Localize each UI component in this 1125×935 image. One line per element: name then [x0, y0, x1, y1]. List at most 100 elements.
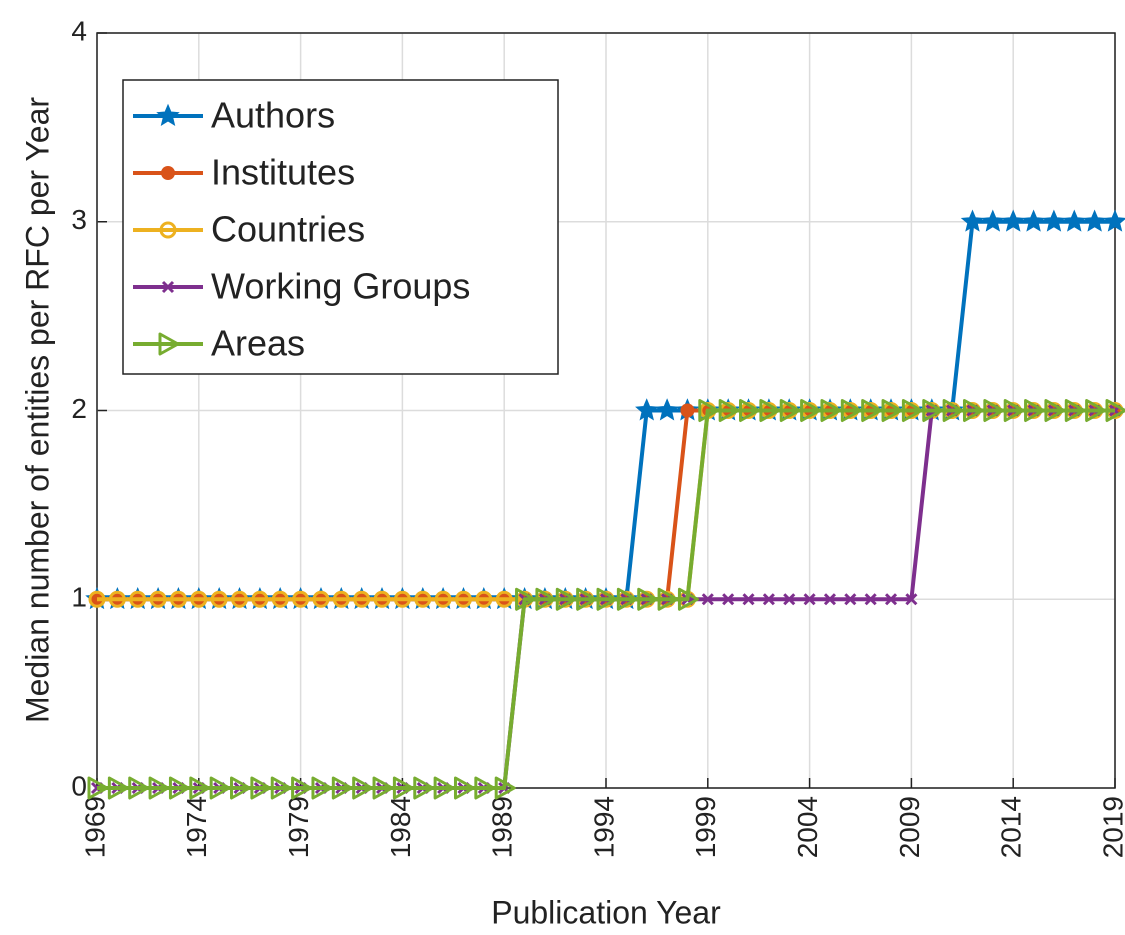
marker — [373, 590, 391, 608]
marker — [864, 593, 877, 606]
marker — [372, 776, 394, 800]
marker — [1024, 399, 1046, 422]
marker — [535, 587, 557, 611]
marker — [820, 399, 842, 422]
x-tick-label: 1979 — [283, 796, 314, 858]
marker — [231, 590, 249, 608]
legend-label: Areas — [211, 323, 305, 364]
marker — [616, 587, 638, 611]
marker — [680, 403, 695, 418]
marker — [189, 776, 211, 800]
marker — [762, 593, 775, 606]
marker — [475, 590, 493, 608]
marker — [905, 593, 918, 606]
marker — [803, 593, 816, 606]
marker — [596, 587, 618, 611]
marker — [1103, 209, 1125, 232]
marker — [739, 399, 761, 422]
marker — [87, 776, 109, 800]
marker — [169, 590, 187, 608]
y-tick-label: 4 — [71, 15, 87, 46]
legend-label: Institutes — [211, 152, 355, 193]
marker — [1105, 399, 1125, 422]
marker — [861, 399, 883, 422]
marker — [576, 587, 598, 611]
y-tick-label: 2 — [71, 393, 87, 424]
legend: Authors Institutes Countries Working Groups… — [122, 79, 559, 375]
legend-label: Authors — [211, 95, 335, 136]
marker — [783, 593, 796, 606]
marker — [494, 776, 516, 800]
x-tick-label: 2009 — [894, 796, 925, 858]
marker — [332, 590, 350, 608]
marker — [742, 593, 755, 606]
marker — [657, 587, 679, 611]
marker — [168, 776, 190, 800]
marker — [1062, 209, 1086, 232]
x-tick-label: 1974 — [181, 796, 212, 858]
marker — [677, 587, 699, 611]
marker — [148, 776, 170, 800]
marker — [495, 590, 513, 608]
marker — [698, 399, 720, 422]
marker — [1003, 399, 1025, 422]
marker — [250, 776, 272, 800]
marker — [88, 590, 106, 608]
marker — [156, 103, 180, 126]
marker — [158, 332, 180, 356]
marker — [292, 590, 310, 608]
marker — [1085, 399, 1107, 422]
marker — [312, 590, 330, 608]
marker — [922, 399, 944, 422]
marker — [635, 398, 659, 421]
marker — [962, 399, 984, 422]
marker — [413, 776, 435, 800]
marker — [515, 587, 537, 611]
marker — [901, 399, 923, 422]
marker — [433, 776, 455, 800]
marker — [942, 399, 964, 422]
marker — [655, 398, 679, 421]
marker — [210, 590, 228, 608]
marker — [190, 590, 208, 608]
marker — [128, 776, 150, 800]
marker — [159, 221, 177, 239]
y-tick-label: 1 — [71, 582, 87, 613]
marker — [353, 590, 371, 608]
x-tick-label: 2014 — [996, 796, 1027, 858]
y-tick-label: 3 — [71, 204, 87, 235]
marker — [960, 209, 985, 232]
marker — [823, 593, 837, 606]
marker — [722, 593, 735, 606]
marker — [779, 399, 801, 422]
x-tick-label: 1969 — [79, 796, 110, 858]
marker — [474, 776, 496, 800]
marker — [270, 776, 292, 800]
marker — [352, 776, 374, 800]
y-axis-label: Median number of entities per RFC per Ye… — [19, 97, 55, 723]
marker — [759, 399, 781, 422]
marker — [701, 593, 714, 606]
marker — [555, 587, 577, 611]
marker — [414, 590, 432, 608]
marker — [800, 399, 822, 422]
x-tick-label: 1984 — [385, 796, 416, 858]
marker — [844, 593, 857, 606]
marker — [271, 590, 289, 608]
marker — [453, 776, 475, 800]
marker — [1021, 209, 1046, 232]
x-tick-label: 2019 — [1097, 796, 1125, 858]
marker — [881, 399, 903, 422]
marker — [393, 590, 411, 608]
marker — [1082, 209, 1107, 232]
x-tick-label: 1994 — [588, 796, 619, 858]
marker — [161, 166, 175, 180]
marker — [983, 399, 1005, 422]
legend-label: Working Groups — [211, 266, 470, 307]
marker — [981, 209, 1005, 232]
marker — [884, 593, 898, 606]
marker — [311, 776, 333, 800]
y-tick-label: 0 — [71, 770, 87, 801]
x-tick-label: 1989 — [487, 796, 518, 858]
